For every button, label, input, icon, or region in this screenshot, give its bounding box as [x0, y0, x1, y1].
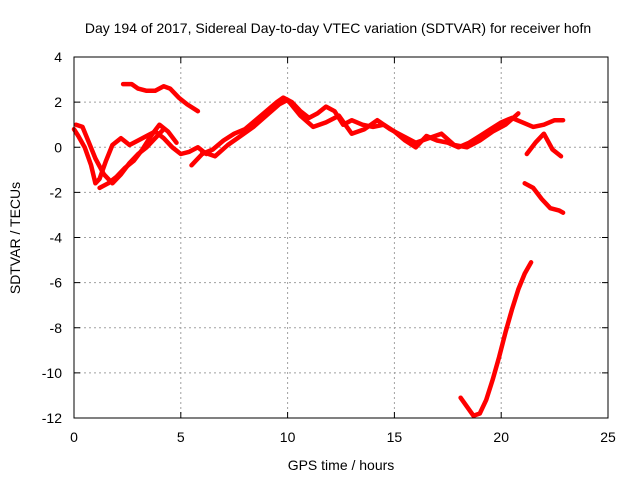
- y-tick-label: -4: [50, 230, 63, 246]
- x-tick-label: 15: [387, 429, 403, 445]
- x-tick-label: 5: [177, 429, 185, 445]
- y-tick-label: 4: [54, 49, 62, 65]
- series-line-track-h: [522, 181, 566, 215]
- series-line-track-i: [458, 260, 534, 418]
- chart-title: Day 194 of 2017, Sidereal Day-to-day VTE…: [85, 20, 591, 36]
- grid-layer: [74, 57, 608, 418]
- series-line-track-f: [199, 97, 521, 159]
- x-tick-label: 25: [600, 429, 616, 445]
- y-tick-label: -2: [50, 184, 63, 200]
- x-tick-label: 0: [70, 429, 78, 445]
- y-axis-label: SDTVAR / TECUs: [7, 182, 23, 294]
- y-tick-label: 2: [54, 94, 62, 110]
- series-line-track-c: [97, 122, 179, 191]
- y-tick-label: -8: [50, 320, 63, 336]
- series-layer: [71, 81, 566, 418]
- y-tick-label: -6: [50, 275, 63, 291]
- x-axis-label: GPS time / hours: [288, 457, 395, 473]
- x-tick-label: 10: [280, 429, 296, 445]
- series-line-track-d: [120, 81, 201, 114]
- series-line-track-g: [524, 131, 564, 159]
- y-tick-label: 0: [54, 139, 62, 155]
- series-line-track-a: [71, 126, 209, 186]
- y-tick-label: -12: [42, 410, 62, 426]
- y-tick-label: -10: [42, 365, 62, 381]
- x-tick-label: 20: [493, 429, 509, 445]
